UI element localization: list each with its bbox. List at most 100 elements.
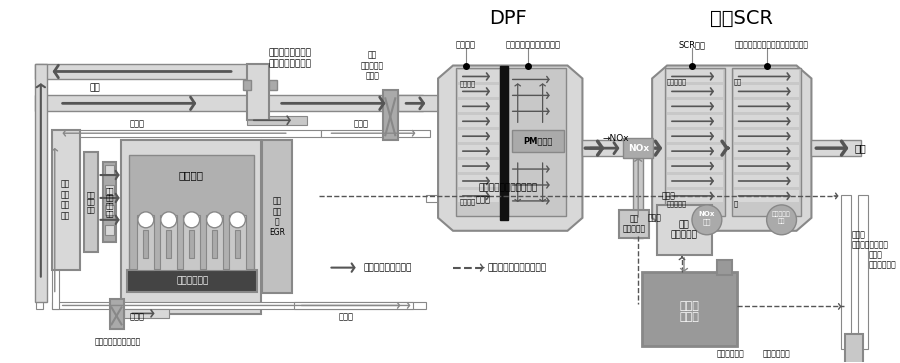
- Bar: [247, 116, 307, 125]
- Text: セラミックスフィルター: セラミックスフィルター: [505, 40, 560, 49]
- Bar: [235, 230, 240, 258]
- Bar: [184, 215, 200, 270]
- Text: →NOx: →NOx: [602, 134, 629, 143]
- Bar: [458, 145, 499, 157]
- Text: 冷却水（尿素水凍結時）: 冷却水（尿素水凍結時）: [488, 263, 547, 272]
- Text: エンジン: エンジン: [179, 170, 203, 180]
- Bar: [160, 215, 177, 270]
- Bar: [734, 190, 799, 202]
- Text: 排気: 排気: [854, 143, 866, 153]
- Circle shape: [207, 212, 222, 228]
- Bar: [458, 115, 499, 127]
- Bar: [734, 85, 799, 97]
- Circle shape: [184, 212, 200, 228]
- Bar: [166, 230, 171, 258]
- Bar: [716, 260, 732, 274]
- Text: 窒素: 窒素: [734, 78, 742, 85]
- Circle shape: [138, 212, 154, 228]
- Bar: [84, 152, 97, 252]
- Bar: [128, 270, 256, 291]
- Text: DPF: DPF: [489, 9, 526, 28]
- Text: PMを焼却: PMを焼却: [523, 137, 553, 146]
- Text: アンモニア
低減: アンモニア 低減: [772, 212, 791, 224]
- Text: 冷却水制御弁: 冷却水制御弁: [716, 350, 744, 359]
- Bar: [458, 160, 499, 172]
- Bar: [859, 195, 868, 349]
- Bar: [667, 175, 723, 187]
- Bar: [320, 130, 430, 137]
- Text: 冷却水（尿素水凍結時）: 冷却水（尿素水凍結時）: [478, 183, 537, 192]
- Bar: [35, 95, 423, 111]
- Bar: [189, 230, 194, 258]
- Circle shape: [692, 205, 722, 235]
- Bar: [104, 185, 114, 195]
- Text: イン
ター
クー
ラー: イン ター クー ラー: [61, 180, 70, 220]
- Bar: [36, 64, 43, 309]
- Bar: [619, 210, 649, 238]
- Bar: [732, 69, 802, 216]
- Text: SCR触媒: SCR触媒: [679, 40, 706, 49]
- Bar: [624, 138, 653, 158]
- Bar: [667, 100, 723, 112]
- Bar: [104, 165, 114, 175]
- Bar: [206, 215, 223, 270]
- Bar: [456, 69, 500, 216]
- Bar: [103, 162, 116, 242]
- Text: 尿素水
タンク: 尿素水 タンク: [679, 301, 699, 322]
- Bar: [634, 148, 643, 238]
- Bar: [104, 225, 114, 235]
- Bar: [845, 334, 863, 363]
- Circle shape: [767, 205, 796, 235]
- Bar: [104, 205, 114, 215]
- Bar: [665, 69, 725, 216]
- Bar: [52, 130, 58, 309]
- Bar: [458, 70, 499, 82]
- Bar: [229, 215, 246, 270]
- Bar: [243, 81, 251, 90]
- Bar: [667, 130, 723, 142]
- Bar: [734, 115, 799, 127]
- Bar: [52, 130, 79, 270]
- Bar: [212, 230, 217, 258]
- Bar: [812, 140, 861, 156]
- Bar: [262, 140, 292, 293]
- Bar: [667, 70, 723, 82]
- Bar: [734, 160, 799, 172]
- Bar: [734, 70, 799, 82]
- Bar: [383, 90, 398, 140]
- Bar: [143, 230, 148, 258]
- Bar: [426, 195, 536, 202]
- Text: 尿素SCR: 尿素SCR: [710, 9, 773, 28]
- Polygon shape: [652, 65, 812, 231]
- Bar: [247, 64, 269, 120]
- Text: 冷却水: 冷却水: [475, 195, 491, 204]
- Bar: [458, 130, 499, 142]
- Bar: [508, 69, 565, 216]
- Bar: [122, 140, 261, 314]
- Bar: [734, 100, 799, 112]
- Text: 可変容量型ターボ: 可変容量型ターボ: [269, 60, 311, 69]
- Text: ラジ
エー
ター: ラジ エー ター: [86, 191, 95, 213]
- Bar: [138, 215, 154, 270]
- Text: 電子制御式無段階: 電子制御式無段階: [269, 49, 311, 58]
- Text: 酸化触媒（余剰アンモニア分解用）: 酸化触媒（余剰アンモニア分解用）: [734, 40, 808, 49]
- Text: 冷却水: 冷却水: [130, 119, 144, 128]
- Bar: [110, 299, 124, 329]
- Text: 冷却水: 冷却水: [130, 313, 144, 321]
- Bar: [667, 190, 723, 202]
- Text: 吸気スロットルバルブ: 吸気スロットルバルブ: [94, 337, 140, 346]
- Bar: [52, 130, 320, 137]
- Text: 排気
スロットル
バルブ: 排気 スロットル バルブ: [361, 51, 384, 81]
- Bar: [35, 64, 249, 79]
- Bar: [667, 145, 723, 157]
- Bar: [667, 160, 723, 172]
- Bar: [657, 205, 712, 255]
- Bar: [734, 130, 799, 142]
- Circle shape: [161, 212, 176, 228]
- Bar: [667, 115, 723, 127]
- Text: 冷却水制御弁: 冷却水制御弁: [762, 350, 790, 359]
- Text: 吸気: 吸気: [90, 83, 101, 93]
- Bar: [293, 302, 413, 309]
- Bar: [130, 155, 254, 285]
- Text: アンモニア: アンモニア: [667, 200, 687, 207]
